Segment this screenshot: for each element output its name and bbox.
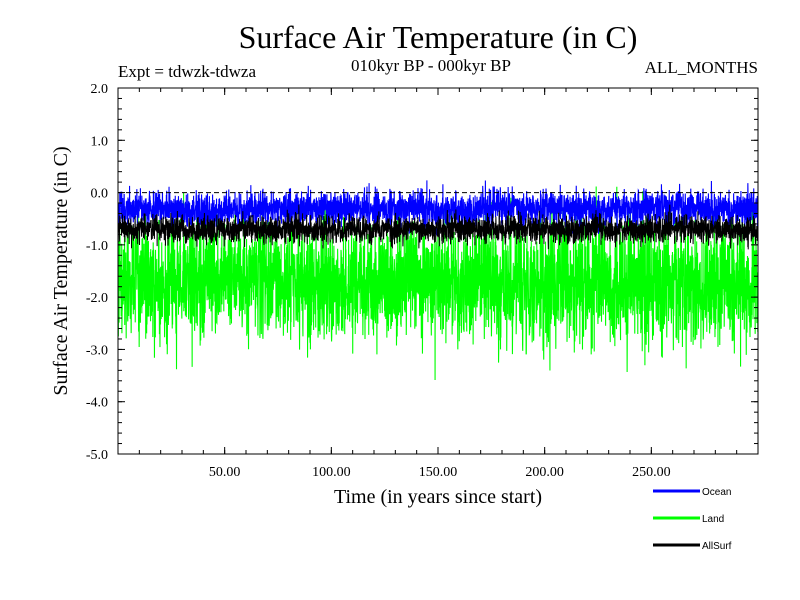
legend: Ocean Land AllSurf [653,487,732,552]
season-label: ALL_MONTHS [645,58,758,77]
y-tick-label: -4.0 [86,396,108,411]
y-tick-label: -2.0 [86,291,108,306]
x-tick-label: 50.00 [209,465,241,480]
series-allsurf [117,204,759,250]
x-axis-label: Time (in years since start) [334,486,542,508]
y-tick-label: 1.0 [91,134,109,149]
x-tick-label: 250.00 [632,465,671,480]
chart-title: Surface Air Temperature (in C) [239,19,638,55]
x-tick-label: 150.00 [419,465,458,480]
legend-label-land: Land [702,514,724,525]
y-tick-label: -3.0 [86,343,108,358]
legend-label-ocean: Ocean [702,487,731,498]
x-tick-label: 100.00 [312,465,351,480]
plot-area [117,180,759,380]
x-axis: 50.00 100.00 150.00 200.00 250.00 [138,88,738,480]
y-axis-label: Surface Air Temperature (in C) [50,146,72,395]
y-tick-label: 2.0 [91,82,109,97]
experiment-label: Expt = tdwzk-tdwza [118,62,256,81]
series-land [117,186,759,380]
legend-label-allsurf: AllSurf [702,541,732,552]
y-tick-label: -5.0 [86,448,108,463]
y-tick-label: 0.0 [91,187,109,202]
series-ocean [117,180,759,236]
y-tick-label: -1.0 [86,239,108,254]
time-period-label: 010kyr BP - 000kyr BP [351,56,511,75]
y-axis: 2.0 1.0 0.0 -1.0 -2.0 -3.0 -4.0 -5.0 [86,82,758,463]
x-tick-label: 200.00 [525,465,564,480]
